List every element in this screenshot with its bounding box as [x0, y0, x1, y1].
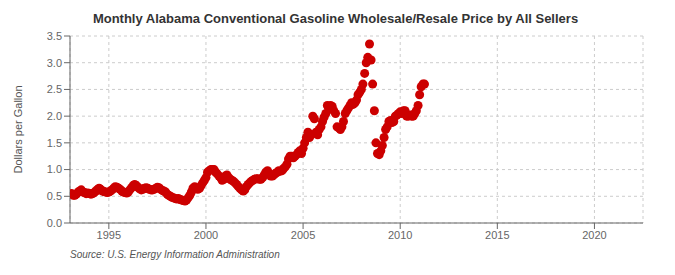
svg-text:0.0: 0.0	[47, 217, 62, 229]
html-text:Monthly Alabama Conventional G: Monthly Alabama Conventional Gasoline Wh…	[92, 11, 579, 26]
svg-text:2005: 2005	[291, 229, 315, 241]
svg-text:2.0: 2.0	[47, 110, 62, 122]
svg-text:1.5: 1.5	[47, 137, 62, 149]
svg-text:2.5: 2.5	[47, 83, 62, 95]
html-text:Source: U.S. Energy Informatio: Source: U.S. Energy Information Administ…	[70, 249, 280, 260]
svg-text:0.5: 0.5	[47, 190, 62, 202]
svg-text:Dollars per Gallon: Dollars per Gallon	[12, 85, 24, 173]
svg-text:2020: 2020	[582, 229, 606, 241]
svg-text:2000: 2000	[194, 229, 218, 241]
svg-text:1.0: 1.0	[47, 163, 62, 175]
svg-text:2010: 2010	[388, 229, 412, 241]
svg-text:2015: 2015	[485, 229, 509, 241]
svg-text:3.5: 3.5	[47, 30, 62, 42]
svg-text:1995: 1995	[97, 229, 121, 241]
svg-text:3.0: 3.0	[47, 57, 62, 69]
